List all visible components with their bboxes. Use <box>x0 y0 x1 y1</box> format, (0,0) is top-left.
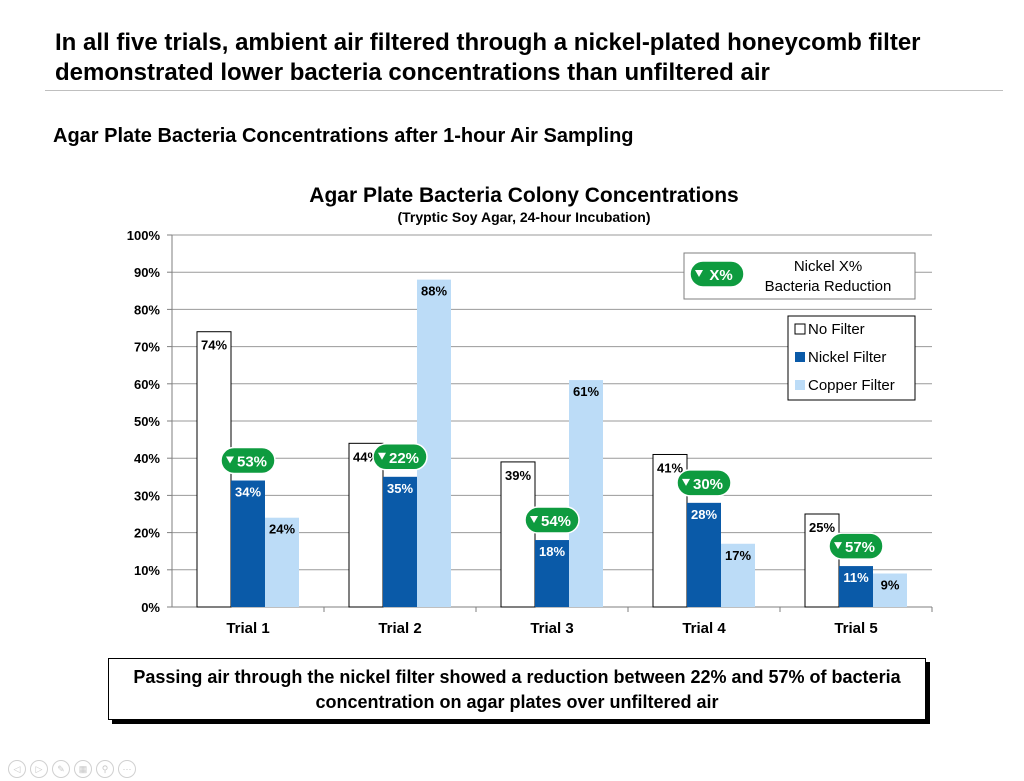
reduction-badge-down-arrow-icon <box>834 542 842 550</box>
next-slide-icon[interactable]: ▷ <box>30 760 48 778</box>
legend-label: Copper Filter <box>808 377 895 394</box>
more-options-icon[interactable]: ⋯ <box>118 760 136 778</box>
chart-title: Agar Plate Bacteria Colony Concentration… <box>309 184 738 207</box>
data-label: 61% <box>573 384 599 399</box>
zoom-icon[interactable]: ⚲ <box>96 760 114 778</box>
bar-nickel-filter <box>535 540 569 607</box>
reduction-badge-label: 30% <box>693 476 723 493</box>
chart-subtitle: (Tryptic Soy Agar, 24-hour Incubation) <box>397 209 650 225</box>
data-label: 34% <box>235 485 261 500</box>
reduction-legend-badge-label: X% <box>709 267 732 284</box>
legend-label: No Filter <box>808 321 865 338</box>
data-label: 9% <box>881 578 900 593</box>
y-tick-label: 100% <box>127 228 161 243</box>
y-tick-label: 40% <box>134 451 160 466</box>
reduction-legend-line1: Nickel X% <box>794 258 862 275</box>
y-tick-label: 90% <box>134 265 160 280</box>
bar-copper-filter <box>569 380 603 607</box>
legend-swatch <box>795 352 805 362</box>
y-tick-label: 50% <box>134 414 160 429</box>
data-label: 11% <box>843 570 869 585</box>
data-label: 41% <box>657 460 683 475</box>
reduction-badge <box>220 446 276 475</box>
data-label: 25% <box>809 520 835 535</box>
reduction-badge-down-arrow-icon <box>378 452 386 460</box>
reduction-badge-down-arrow-icon <box>682 478 690 486</box>
reduction-badge-label: 53% <box>237 454 267 471</box>
slide-subtitle: Agar Plate Bacteria Concentrations after… <box>53 125 634 147</box>
y-tick-label: 20% <box>134 526 160 541</box>
previous-slide-icon[interactable]: ◁ <box>8 760 26 778</box>
x-tick-label: Trial 5 <box>834 620 877 637</box>
reduction-badge-label: 57% <box>845 539 875 556</box>
legend-label: Nickel Filter <box>808 349 886 366</box>
x-tick-label: Trial 4 <box>682 620 726 637</box>
slides-grid-icon[interactable]: ▦ <box>74 760 92 778</box>
legend-swatch <box>795 380 805 390</box>
y-tick-label: 0% <box>141 600 160 615</box>
bar-copper-filter <box>417 279 451 607</box>
x-tick-label: Trial 3 <box>530 620 573 637</box>
bar-nickel-filter <box>383 476 417 607</box>
legend-box <box>787 315 916 401</box>
data-label: 88% <box>421 284 447 299</box>
data-label: 74% <box>201 338 227 353</box>
pen-icon[interactable]: ✎ <box>52 760 70 778</box>
reduction-badge <box>828 532 884 560</box>
reduction-badge-label: 54% <box>541 513 571 530</box>
bar-no-filter <box>348 442 384 608</box>
reduction-badge <box>524 506 580 534</box>
reduction-legend-badge-down-arrow-icon <box>695 270 703 277</box>
reduction-badge <box>372 443 428 471</box>
bar-nickel-filter <box>231 480 265 607</box>
reduction-badge <box>676 469 732 497</box>
slideshow-toolbar: ◁ ▷ ✎ ▦ ⚲ ⋯ <box>8 760 136 778</box>
data-label: 24% <box>269 522 295 537</box>
bar-copper-filter <box>265 517 299 607</box>
legend-swatch <box>794 323 806 335</box>
bar-no-filter <box>804 513 840 608</box>
bar-copper-filter <box>873 573 907 607</box>
y-tick-label: 70% <box>134 340 160 355</box>
bar-copper-filter <box>721 543 755 607</box>
x-tick-label: Trial 1 <box>226 620 269 637</box>
data-label: 39% <box>505 468 531 483</box>
reduction-badge-down-arrow-icon <box>530 516 538 524</box>
bar-nickel-filter <box>687 502 721 607</box>
summary-callout: Passing air through the nickel filter sh… <box>108 658 926 720</box>
reduction-legend-line2: Bacteria Reduction <box>765 278 892 295</box>
reduction-legend-badge <box>689 260 745 288</box>
title-divider <box>45 90 1003 91</box>
bar-nickel-filter <box>839 566 873 607</box>
data-label: 35% <box>387 481 413 496</box>
data-label: 17% <box>725 548 751 563</box>
y-tick-label: 80% <box>134 302 160 317</box>
data-label: 28% <box>691 507 717 522</box>
x-tick-label: Trial 2 <box>378 620 421 637</box>
slide-title: In all five trials, ambient air filtered… <box>55 29 921 86</box>
y-tick-label: 30% <box>134 488 160 503</box>
reduction-badge-down-arrow-icon <box>226 456 234 464</box>
bar-no-filter <box>500 461 536 608</box>
y-tick-label: 60% <box>134 377 160 392</box>
reduction-badge-label: 22% <box>389 450 419 467</box>
y-tick-label: 10% <box>134 563 160 578</box>
data-label: 18% <box>539 544 565 559</box>
